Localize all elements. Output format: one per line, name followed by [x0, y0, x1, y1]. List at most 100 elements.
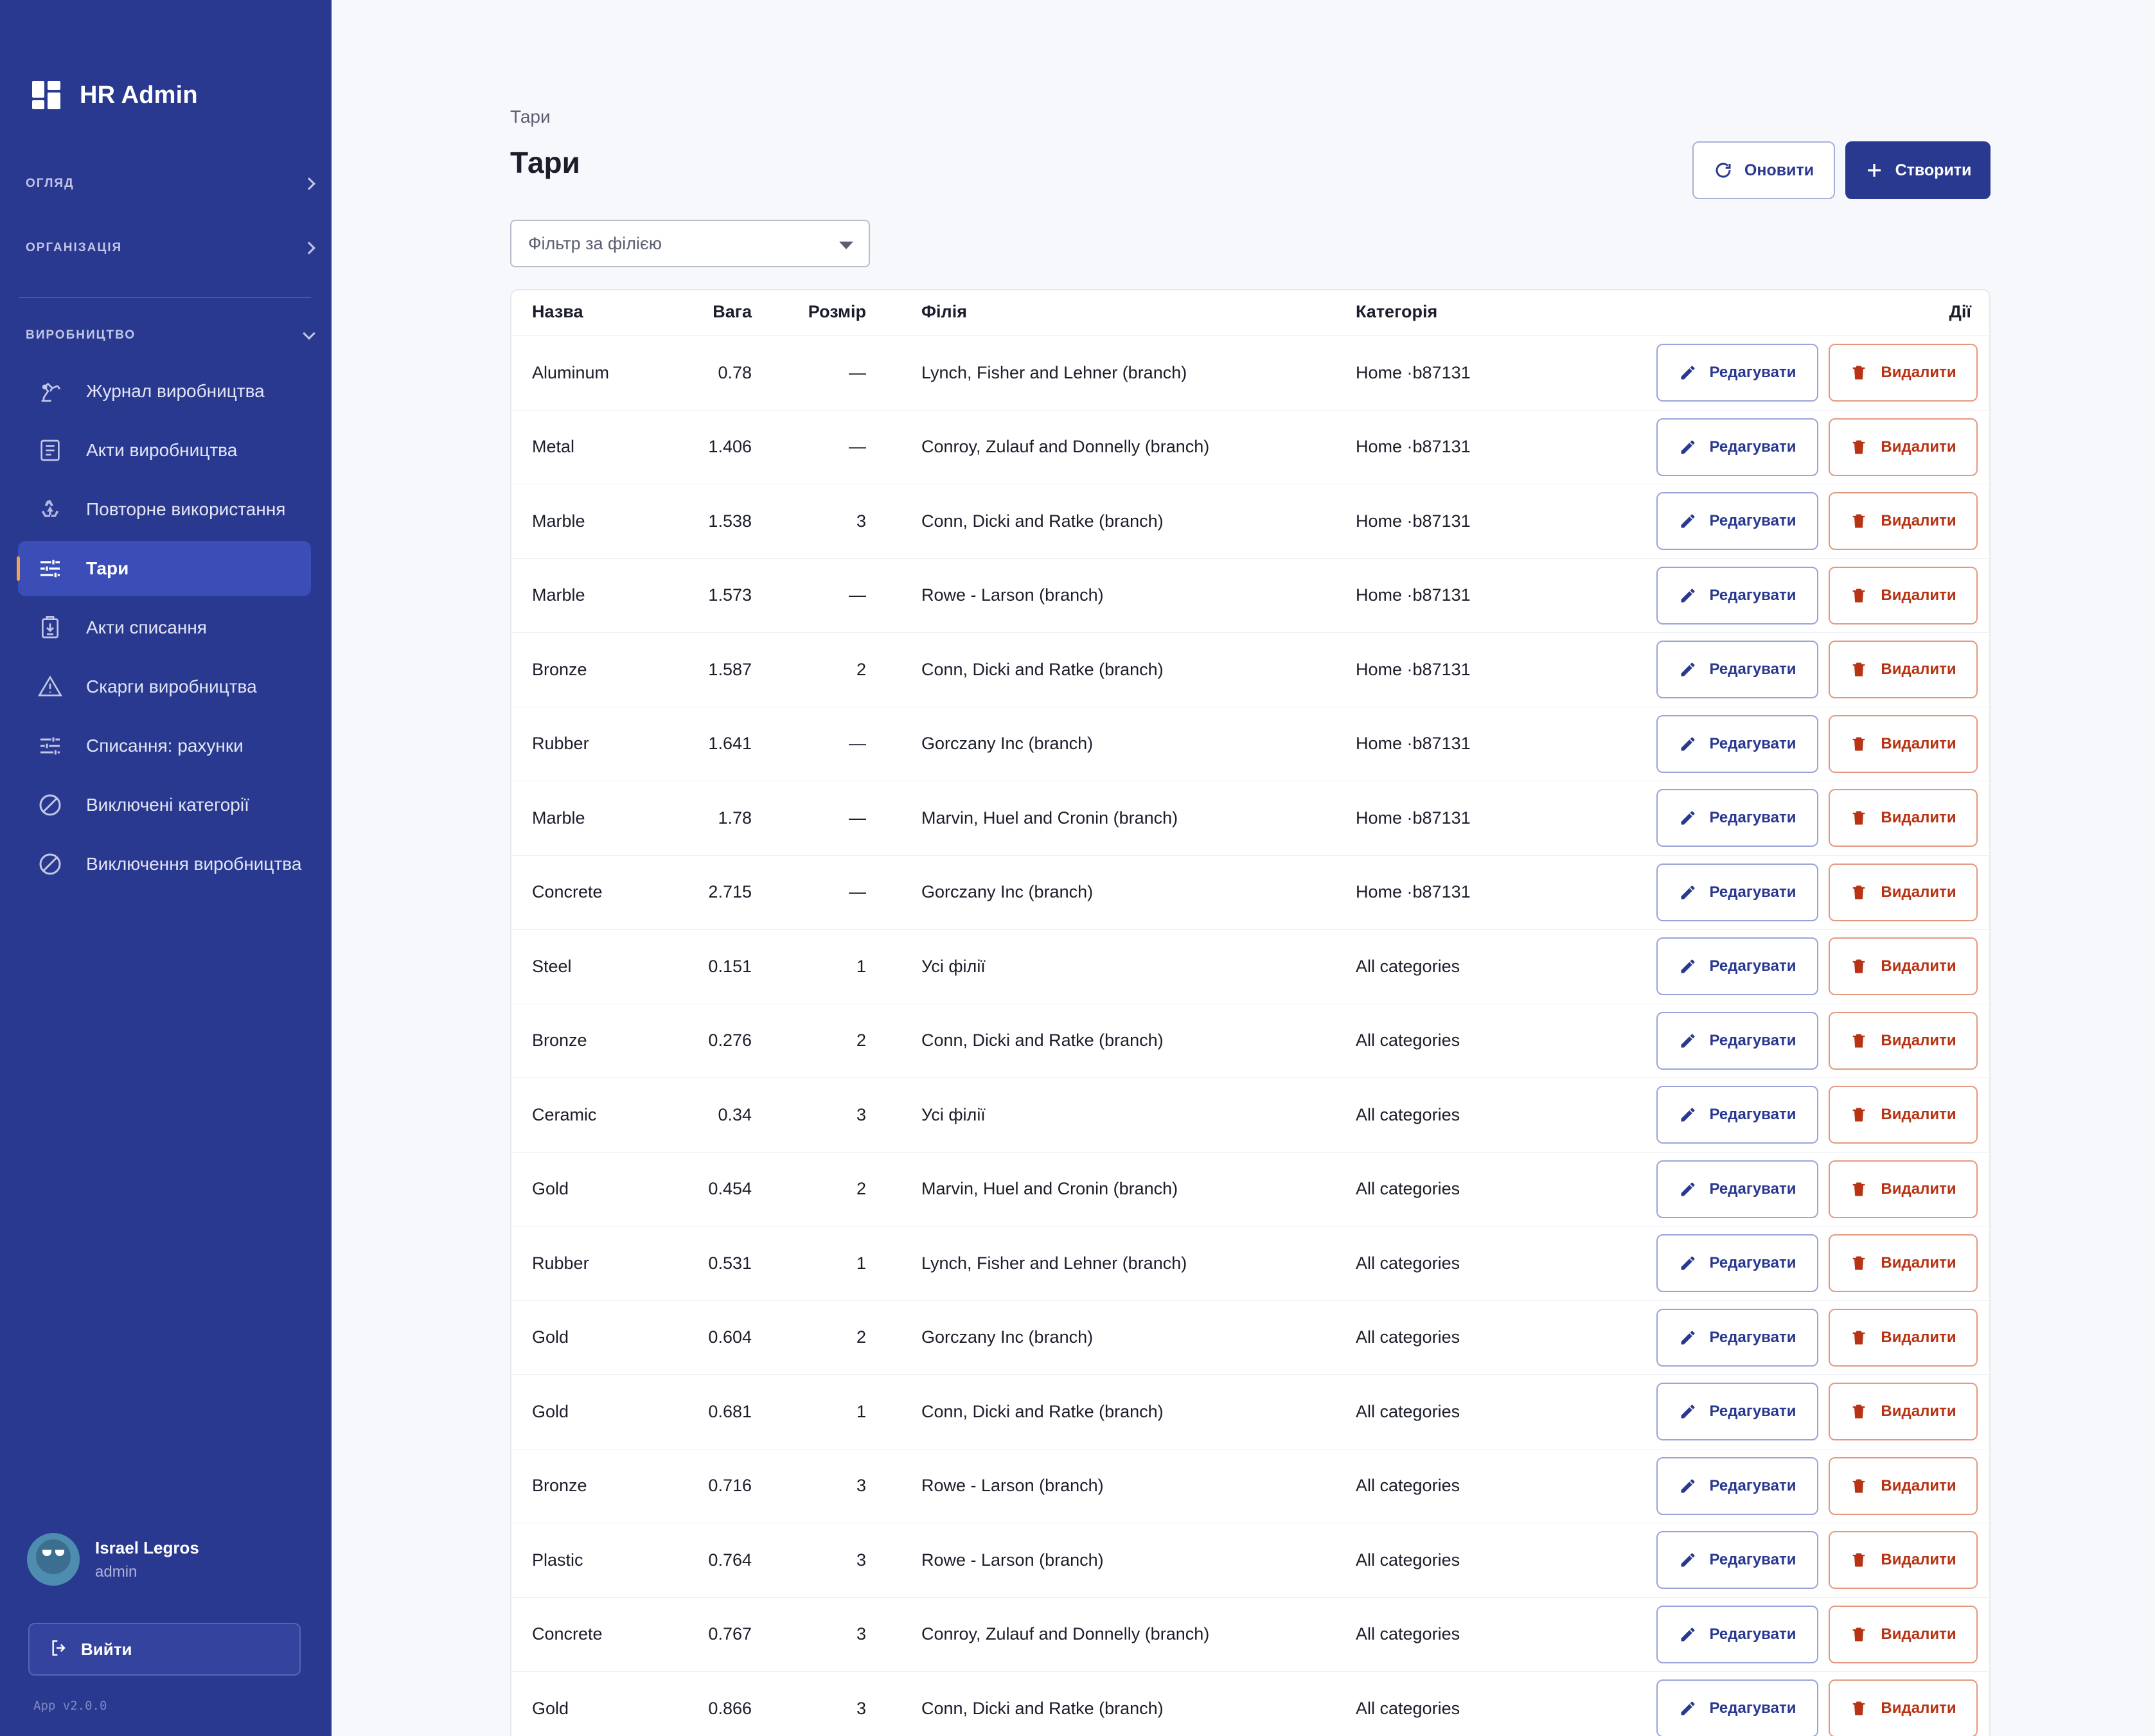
edit-button[interactable]: Редагувати [1656, 789, 1818, 847]
sidebar-item-production-exclusions[interactable]: Виключення виробництва [18, 837, 311, 892]
edit-label: Редагувати [1709, 586, 1796, 604]
edit-button[interactable]: Редагувати [1656, 1234, 1818, 1292]
delete-button[interactable]: Видалити [1829, 789, 1978, 847]
brand[interactable]: HR Admin [32, 81, 198, 109]
column-header-name[interactable]: Назва [532, 302, 583, 321]
cell-weight: 1.587 [708, 659, 752, 679]
sidebar-item-label: Журнал виробництва [86, 381, 265, 401]
cell-branch: Lynch, Fisher and Lehner (branch) [921, 362, 1187, 382]
delete-button[interactable]: Видалити [1829, 344, 1978, 402]
user-profile[interactable]: Israel Legros admin [27, 1533, 199, 1586]
delete-button[interactable]: Видалити [1829, 1679, 1978, 1736]
delete-button[interactable]: Видалити [1829, 863, 1978, 921]
cell-weight: 1.538 [708, 511, 752, 531]
delete-label: Видалити [1881, 1625, 1956, 1643]
delete-button[interactable]: Видалити [1829, 1011, 1978, 1070]
edit-button[interactable]: Редагувати [1656, 1308, 1818, 1367]
edit-button[interactable]: Редагувати [1656, 566, 1818, 624]
sidebar-item-write-off-acts[interactable]: Акти списання [18, 600, 311, 655]
trash-icon [1850, 364, 1881, 382]
edit-button[interactable]: Редагувати [1656, 1679, 1818, 1736]
cell-category: Home ·b87131 [1356, 734, 1471, 754]
sidebar-item-label: Акти виробництва [86, 440, 238, 460]
sidebar-item-reuse[interactable]: Повторне використання [18, 482, 311, 537]
cell-name: Ceramic [532, 1104, 597, 1124]
edit-button[interactable]: Редагувати [1656, 937, 1818, 995]
edit-button[interactable]: Редагувати [1656, 1086, 1818, 1144]
edit-button[interactable]: Редагувати [1656, 418, 1818, 476]
sidebar-item-label: Повторне використання [86, 499, 286, 519]
cell-name: Concrete [532, 1624, 603, 1644]
delete-button[interactable]: Видалити [1829, 1457, 1978, 1515]
column-header-size[interactable]: Розмір [808, 302, 866, 321]
cell-category: All categories [1356, 1327, 1460, 1347]
edit-label: Редагувати [1709, 957, 1796, 975]
cell-weight: 0.34 [718, 1104, 752, 1124]
sidebar-item-label: Скарги виробництва [86, 677, 257, 696]
edit-button[interactable]: Редагувати [1656, 863, 1818, 921]
cell-category: Home ·b87131 [1356, 437, 1471, 457]
cell-name: Plastic [532, 1550, 583, 1570]
cell-weight: 0.767 [708, 1624, 752, 1644]
cell-weight: 0.531 [708, 1253, 752, 1273]
delete-button[interactable]: Видалити [1829, 641, 1978, 698]
column-header-weight[interactable]: Вага [713, 302, 752, 321]
edit-button[interactable]: Редагувати [1656, 1011, 1818, 1070]
section-production[interactable]: ВИРОБНИЦТВО [26, 323, 319, 348]
cell-size: — [849, 882, 866, 902]
delete-label: Видалити [1881, 1403, 1956, 1420]
branch-filter-select[interactable]: Фільтр за філією [510, 220, 870, 267]
edit-button[interactable]: Редагувати [1656, 344, 1818, 402]
table-row: Rubber 1.641 — Gorczany Inc (branch) Home ·b… [511, 706, 1989, 781]
edit-button[interactable]: Редагувати [1656, 1160, 1818, 1218]
edit-button[interactable]: Редагувати [1656, 1605, 1818, 1663]
breadcrumb[interactable]: Тари [510, 107, 551, 127]
delete-button[interactable]: Видалити [1829, 937, 1978, 995]
user-name: Israel Legros [95, 1537, 199, 1557]
sidebar-item-production-complaints[interactable]: Скарги виробництва [18, 659, 311, 714]
edit-label: Редагувати [1709, 1328, 1796, 1346]
delete-button[interactable]: Видалити [1829, 714, 1978, 773]
delete-button[interactable]: Видалити [1829, 492, 1978, 550]
delete-button[interactable]: Видалити [1829, 1160, 1978, 1218]
cell-size: 3 [856, 1624, 866, 1644]
column-header-category[interactable]: Категорія [1356, 302, 1438, 321]
delete-button[interactable]: Видалити [1829, 1308, 1978, 1367]
delete-button[interactable]: Видалити [1829, 1086, 1978, 1144]
delete-button[interactable]: Видалити [1829, 418, 1978, 476]
pencil-icon [1679, 1254, 1710, 1272]
edit-button[interactable]: Редагувати [1656, 1531, 1818, 1589]
delete-label: Видалити [1881, 660, 1956, 678]
logout-button[interactable]: Вийти [28, 1623, 301, 1676]
delete-button[interactable]: Видалити [1829, 1531, 1978, 1589]
delete-button[interactable]: Видалити [1829, 1234, 1978, 1292]
edit-button[interactable]: Редагувати [1656, 641, 1818, 698]
refresh-button[interactable]: Оновити [1692, 141, 1835, 199]
create-button[interactable]: Створити [1845, 141, 1991, 199]
sidebar-item-excluded-categories[interactable]: Виключені категорії [18, 777, 311, 833]
edit-button[interactable]: Редагувати [1656, 492, 1818, 550]
sidebar-item-containers[interactable]: Тари [17, 541, 311, 596]
section-organization[interactable]: ОРГАНІЗАЦІЯ [26, 235, 319, 261]
pencil-icon [1679, 512, 1710, 530]
edit-button[interactable]: Редагувати [1656, 1383, 1818, 1440]
cell-category: Home ·b87131 [1356, 585, 1471, 605]
sidebar-item-production-log[interactable]: Журнал виробництва [18, 364, 311, 419]
trash-icon [1850, 1329, 1881, 1347]
edit-button[interactable]: Редагувати [1656, 714, 1818, 773]
edit-button[interactable]: Редагувати [1656, 1457, 1818, 1515]
table-row: Metal 1.406 — Conroy, Zulauf and Donnelly (… [511, 409, 1989, 484]
cell-branch: Gorczany Inc (branch) [921, 882, 1094, 902]
trash-icon [1850, 883, 1881, 901]
avatar [27, 1533, 80, 1586]
document-icon [36, 436, 64, 465]
column-header-branch[interactable]: Філія [921, 302, 967, 321]
app-version: App v2.0.0 [33, 1699, 107, 1713]
delete-button[interactable]: Видалити [1829, 1605, 1978, 1663]
delete-button[interactable]: Видалити [1829, 1383, 1978, 1440]
sidebar-item-label: Виключення виробництва [86, 854, 302, 874]
delete-button[interactable]: Видалити [1829, 566, 1978, 624]
section-overview[interactable]: ОГЛЯД [26, 171, 319, 197]
sidebar-item-production-acts[interactable]: Акти виробництва [18, 423, 311, 478]
sidebar-item-write-off-invoices[interactable]: Списання: рахунки [18, 718, 311, 774]
